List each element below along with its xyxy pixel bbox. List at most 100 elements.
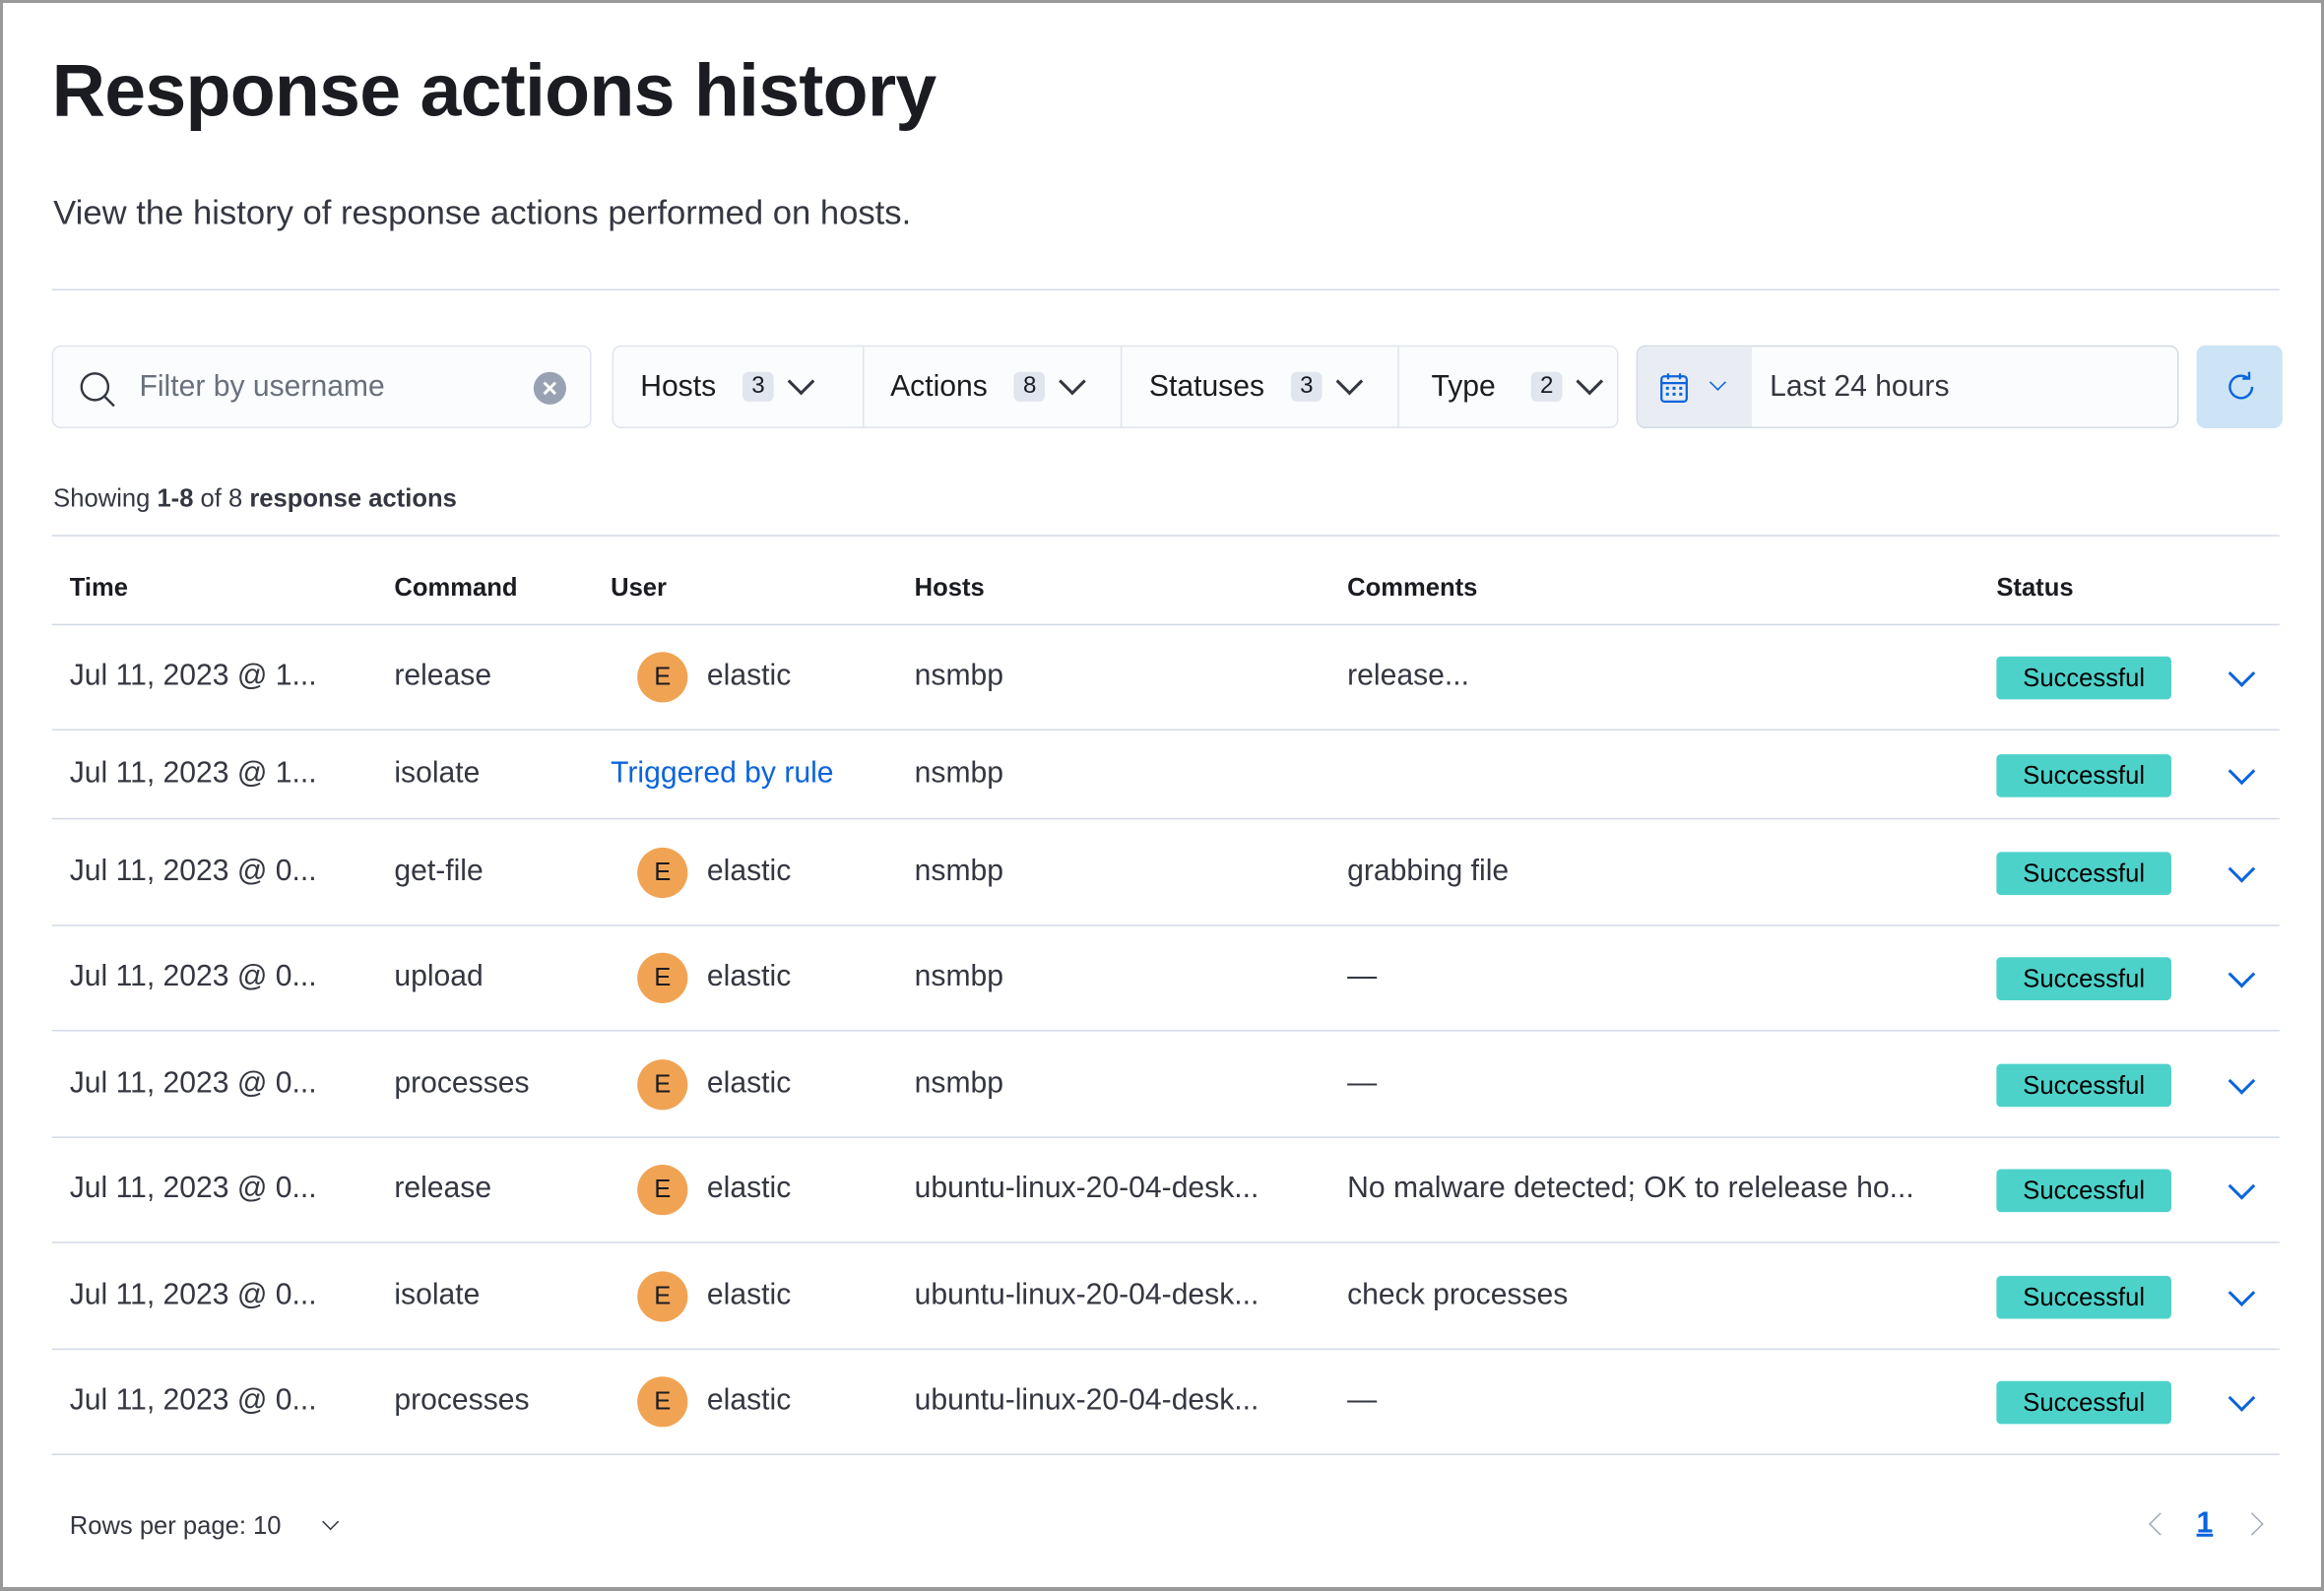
triggered-by-rule-link[interactable]: Triggered by rule <box>611 756 834 790</box>
host-cell: nsmbp <box>914 756 1003 790</box>
time-cell: Jul 11, 2023 @ 0... <box>69 854 317 887</box>
avatar: E <box>637 652 688 703</box>
user-cell: elastic <box>706 960 792 993</box>
filter-hosts-button[interactable]: Hosts 3 <box>613 347 865 427</box>
expand-row-chevron-icon[interactable] <box>2227 960 2256 988</box>
refresh-button[interactable] <box>2196 345 2283 428</box>
host-cell: ubuntu-linux-20-04-desk... <box>914 1172 1259 1205</box>
time-cell: Jul 11, 2023 @ 0... <box>69 1172 317 1205</box>
chevron-down-icon <box>322 1513 340 1531</box>
page-subtitle: View the history of response actions per… <box>53 192 912 231</box>
column-header-command[interactable]: Command <box>394 573 518 603</box>
filter-type-button[interactable]: Type 2 <box>1398 347 1617 426</box>
host-cell: nsmbp <box>914 854 1003 887</box>
expand-row-chevron-icon[interactable] <box>2227 1278 2256 1306</box>
previous-page-icon[interactable] <box>2148 1512 2172 1536</box>
results-count: Showing 1-8 of 8 response actions <box>53 484 457 513</box>
host-cell: nsmbp <box>914 960 1003 993</box>
comment-cell: release... <box>1347 659 1469 692</box>
expand-row-chevron-icon[interactable] <box>2227 1172 2256 1200</box>
rows-per-page-button[interactable]: Rows per page: 10 <box>69 1511 340 1541</box>
status-badge: Successful <box>1996 1062 2171 1107</box>
avatar: E <box>637 952 688 1003</box>
filter-count-badge: 8 <box>1013 371 1046 402</box>
command-cell: processes <box>394 1065 530 1100</box>
quick-select-button[interactable] <box>1638 347 1753 427</box>
time-cell: Jul 11, 2023 @ 1... <box>69 659 317 692</box>
table-row: Jul 11, 2023 @ 1... isolate Triggered by r… <box>51 731 2280 820</box>
search-placeholder: Filter by username <box>139 370 385 404</box>
time-cell: Jul 11, 2023 @ 0... <box>69 960 317 993</box>
filter-count-badge: 3 <box>1291 371 1323 402</box>
avatar: E <box>637 847 688 898</box>
command-cell: release <box>394 1172 492 1205</box>
filter-statuses-button[interactable]: Statuses 3 <box>1123 347 1399 427</box>
comment-cell: check processes <box>1347 1278 1569 1311</box>
column-header-time[interactable]: Time <box>69 573 129 603</box>
time-cell: Jul 11, 2023 @ 0... <box>69 1278 317 1311</box>
comment-cell: grabbing file <box>1347 854 1510 887</box>
filter-label: Hosts <box>640 369 717 403</box>
command-cell: isolate <box>394 1278 481 1311</box>
user-cell: elastic <box>706 1065 792 1100</box>
command-cell: isolate <box>394 756 481 790</box>
expand-row-chevron-icon[interactable] <box>2227 1384 2256 1412</box>
command-cell: get-file <box>394 854 484 887</box>
clear-icon[interactable]: ✕ <box>533 371 566 405</box>
avatar: E <box>637 1270 688 1321</box>
filter-count-badge: 3 <box>742 371 774 402</box>
user-cell: elastic <box>706 659 792 692</box>
next-page-icon[interactable] <box>2240 1512 2264 1536</box>
filter-group: Hosts 3 Actions 8 Statuses 3 Type 2 <box>612 345 1619 428</box>
filter-label: Actions <box>890 369 988 403</box>
chevron-down-icon <box>1335 367 1364 396</box>
comment-cell: — <box>1347 1383 1378 1417</box>
time-cell: Jul 11, 2023 @ 0... <box>69 1383 317 1417</box>
rows-per-page-label: Rows per page: 10 <box>69 1511 282 1540</box>
user-cell: elastic <box>706 1383 792 1417</box>
status-badge: Successful <box>1996 851 2171 895</box>
username-search-input[interactable]: Filter by username ✕ <box>51 345 592 428</box>
status-badge: Successful <box>1996 656 2171 700</box>
column-header-comments[interactable]: Comments <box>1347 573 1478 603</box>
host-cell: ubuntu-linux-20-04-desk... <box>914 1278 1259 1311</box>
user-cell: elastic <box>706 1172 792 1205</box>
command-cell: upload <box>394 960 484 993</box>
chevron-down-icon <box>1709 373 1726 391</box>
page-1-button[interactable]: 1 <box>2196 1506 2214 1540</box>
time-cell: Jul 11, 2023 @ 1... <box>69 756 317 790</box>
command-cell: processes <box>394 1383 530 1417</box>
status-badge: Successful <box>1996 957 2171 1000</box>
user-cell: elastic <box>706 854 792 887</box>
search-icon <box>80 372 115 408</box>
filter-actions-button[interactable]: Actions 8 <box>864 347 1123 427</box>
header-divider <box>51 623 2280 626</box>
expand-row-chevron-icon[interactable] <box>2227 855 2256 882</box>
status-badge: Successful <box>1996 753 2171 796</box>
expand-row-chevron-icon[interactable] <box>2227 1066 2256 1095</box>
refresh-icon <box>2228 371 2254 400</box>
comment-cell: — <box>1347 1065 1378 1100</box>
column-header-status[interactable]: Status <box>1996 573 2074 603</box>
date-range-value[interactable]: Last 24 hours <box>1770 370 1950 404</box>
filter-label: Statuses <box>1148 369 1265 403</box>
comment-cell: — <box>1347 960 1378 993</box>
command-cell: release <box>394 659 492 692</box>
column-header-user[interactable]: User <box>611 573 668 603</box>
chevron-down-icon <box>787 367 815 396</box>
calendar-icon <box>1660 373 1688 404</box>
date-picker: Last 24 hours <box>1636 345 2179 428</box>
status-badge: Successful <box>1996 1275 2171 1318</box>
expand-row-chevron-icon[interactable] <box>2227 756 2256 785</box>
column-header-hosts[interactable]: Hosts <box>914 573 985 603</box>
page-title: Response actions history <box>51 48 937 132</box>
table-top-border <box>51 535 2280 537</box>
expand-row-chevron-icon[interactable] <box>2227 660 2256 687</box>
status-badge: Successful <box>1996 1169 2171 1213</box>
avatar: E <box>637 1376 688 1428</box>
